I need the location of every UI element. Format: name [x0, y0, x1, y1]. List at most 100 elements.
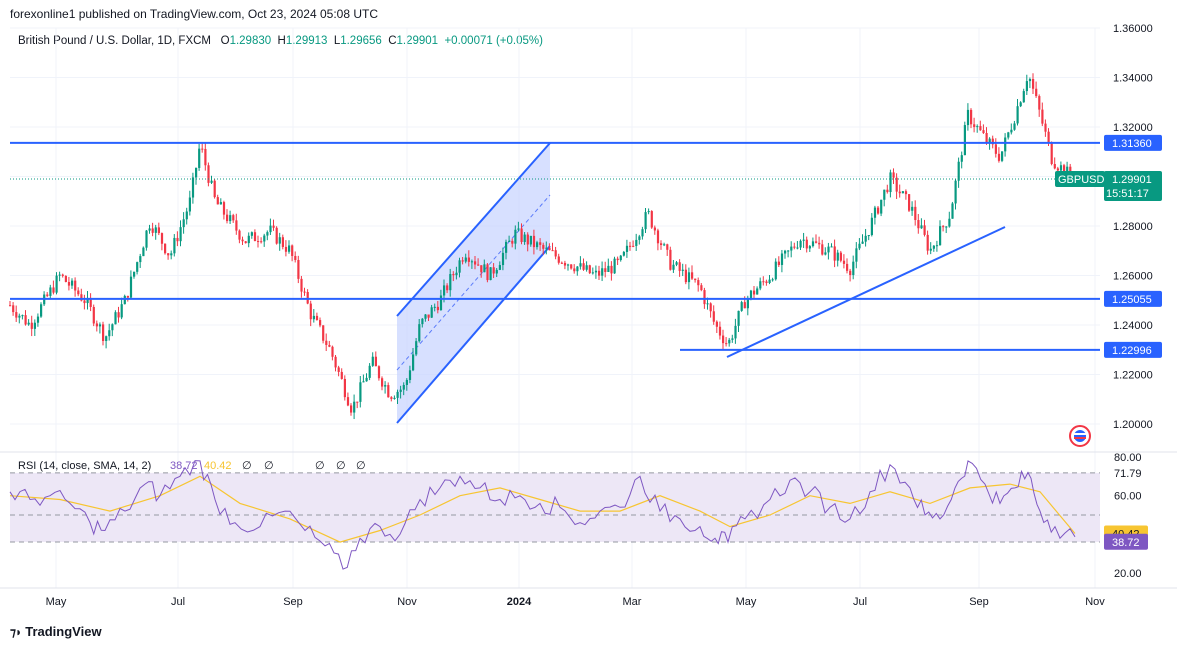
candle-body	[920, 225, 923, 229]
candle-body	[601, 268, 604, 276]
candle-body	[641, 229, 644, 237]
channel-upper-line[interactable]	[396, 142, 551, 317]
candle-body	[672, 264, 675, 270]
candle-body	[932, 245, 935, 249]
candle-body	[594, 270, 598, 273]
candle-body	[136, 262, 139, 272]
candle-body	[911, 206, 914, 211]
candle-body	[697, 280, 700, 286]
candle-body	[399, 389, 402, 392]
candle-body	[312, 315, 315, 320]
candle-body	[895, 177, 898, 192]
time-tick-label: Jul	[171, 596, 185, 608]
candle-body	[821, 244, 824, 255]
channel-lower-line[interactable]	[396, 245, 551, 424]
ascending-channel[interactable]	[396, 142, 551, 424]
candle-body	[148, 228, 151, 231]
candle-body	[129, 276, 133, 298]
candle-body	[486, 264, 489, 281]
candle-body	[963, 125, 966, 156]
rsi-tick-label: 20.00	[1114, 568, 1142, 580]
candle-body	[489, 267, 492, 281]
candle-body	[1044, 123, 1047, 132]
candle-body	[811, 241, 815, 247]
rsi-title[interactable]: RSI (14, close, SMA, 14, 2)	[18, 460, 151, 472]
candle-body	[319, 320, 322, 326]
candle-body	[669, 249, 672, 270]
candle-body	[613, 258, 616, 274]
symbol-name[interactable]: British Pound / U.S. Dollar, 1D, FXCM	[18, 35, 212, 47]
candle-body	[563, 262, 567, 266]
candle-body	[173, 237, 176, 254]
candle-body	[877, 207, 880, 214]
horizontal-levels[interactable]	[10, 141, 1100, 351]
candle-body	[126, 295, 129, 298]
trendline-support[interactable]	[726, 226, 1006, 358]
candle-body	[55, 275, 58, 293]
candle-body	[833, 246, 836, 261]
candle-body	[666, 244, 669, 250]
candle-body	[523, 234, 526, 242]
empty-mark-4: ∅	[336, 460, 346, 472]
candle-body	[188, 197, 191, 212]
candle-body	[1025, 81, 1028, 92]
candle-body	[120, 304, 123, 318]
candle-body	[111, 324, 114, 331]
candle-body	[24, 315, 27, 325]
flag-icon[interactable]	[1069, 425, 1091, 447]
countdown-label: 15:51:17	[1106, 188, 1149, 200]
candle-body	[253, 232, 257, 242]
candle-body	[353, 401, 356, 413]
candle-body	[691, 272, 694, 279]
candle-body	[381, 378, 384, 387]
candle-body	[582, 263, 585, 270]
candle-body	[151, 228, 154, 233]
candle-body	[139, 256, 142, 263]
candle-body	[945, 226, 948, 228]
candle-body	[858, 243, 861, 249]
tradingview-logo[interactable]: ⁊◗ TradingView	[10, 624, 102, 639]
candle-body	[164, 243, 167, 254]
candle-body	[570, 264, 573, 269]
candle-body	[756, 288, 759, 295]
candle-body	[232, 215, 235, 221]
candle-body	[765, 281, 768, 284]
rsi-value-tag-label: 38.72	[1112, 537, 1140, 549]
low-label: L	[333, 35, 341, 47]
time-axis[interactable]: May Jul Sep Nov 2024 Mar May Jul Sep Nov	[46, 596, 1106, 608]
candle-body	[870, 217, 873, 236]
candle-body	[368, 365, 371, 378]
rsi-pane	[9, 460, 1100, 570]
candle-body	[703, 290, 706, 305]
candle-body	[98, 324, 102, 327]
candle-body	[260, 241, 263, 243]
candle-body	[40, 304, 43, 317]
candle-body	[408, 370, 412, 380]
time-tick-label: Jul	[853, 596, 867, 608]
empty-mark-2: ∅	[264, 460, 274, 472]
candle-body	[83, 300, 86, 304]
candle-body	[1038, 96, 1041, 110]
candle-body	[269, 225, 272, 233]
candle-body	[731, 338, 734, 340]
candle-body	[449, 274, 452, 291]
level-tag-label: 1.25055	[1112, 294, 1152, 306]
candle-body	[235, 220, 238, 231]
candle-body	[805, 239, 808, 249]
rsi-value-tag	[1104, 533, 1148, 550]
time-tick-label: May	[736, 596, 757, 608]
candle-body	[818, 242, 821, 245]
candle-body	[901, 191, 904, 194]
candle-body	[824, 252, 827, 255]
rsi-tick-label: 71.79	[1114, 468, 1142, 480]
candle-body	[288, 245, 291, 252]
time-tick-label: Sep	[969, 596, 989, 608]
candle-body	[939, 226, 942, 246]
tradingview-brand: TradingView	[25, 624, 102, 639]
price-axis[interactable]: 1.360001.340001.320001.300001.280001.260…	[1113, 23, 1153, 431]
candle-body	[105, 336, 108, 341]
candle-body	[780, 253, 784, 265]
price-tick-label: 1.32000	[1113, 122, 1153, 134]
